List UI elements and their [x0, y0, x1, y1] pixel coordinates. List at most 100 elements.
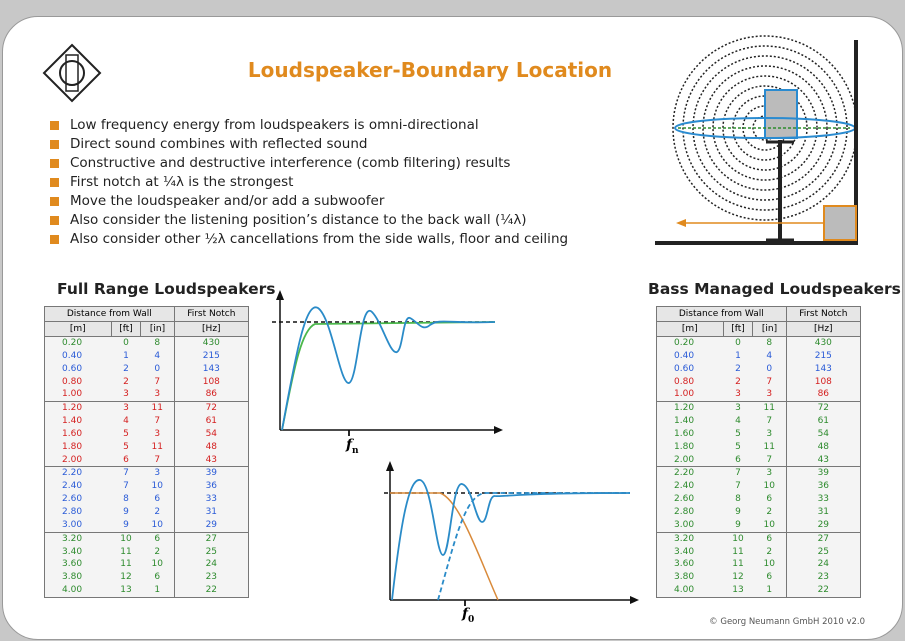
table-cell: 61: [785, 415, 862, 428]
table-cell: 3: [140, 466, 175, 481]
table-cell: 27: [173, 531, 250, 546]
footer: © Georg Neumann GmbH 2010 v2.0: [709, 617, 865, 627]
table-cell: 2.80: [44, 505, 112, 519]
table-cell: 2: [723, 362, 753, 376]
table-cell: 7: [140, 375, 175, 389]
table-cell: 25: [173, 545, 250, 559]
table-cell: 4.00: [656, 584, 724, 598]
table-cell: 23: [173, 571, 250, 585]
table-cell: 11: [111, 545, 141, 559]
table-row: 2.40 7 10 36: [656, 480, 862, 494]
table-cell: 2.40: [656, 480, 724, 494]
table-cell: 3.80: [656, 571, 724, 585]
table-cell: 3.80: [44, 571, 112, 585]
table-cell: 3: [111, 388, 141, 402]
table-cell: 9: [723, 505, 753, 519]
table-cell: 33: [785, 493, 862, 506]
bullet: Low frequency energy from loudspeakers i…: [50, 116, 568, 135]
logo: [42, 43, 102, 103]
table-row: 0.80 2 7 108: [656, 375, 862, 389]
table-cell: 1.80: [44, 440, 112, 454]
bullet: Constructive and destructive interferenc…: [50, 154, 568, 173]
table-cell: 22: [173, 584, 250, 598]
table-cell: 29: [785, 518, 862, 533]
table-cell: 2.60: [44, 493, 112, 506]
table-title: Bass Managed Loudspeakers: [648, 280, 901, 298]
table-cell: 11: [111, 558, 141, 572]
header-cell: [Hz]: [785, 321, 862, 337]
table-cell: 108: [785, 375, 862, 389]
data-table: Distance from Wall First Notch [m] [ft] [in]…: [656, 306, 862, 598]
table-cell: 4.00: [44, 584, 112, 598]
table-cell: 3.40: [44, 545, 112, 559]
symbol: f: [346, 437, 353, 453]
table-cell: 0.60: [656, 362, 724, 376]
table-cell: 143: [785, 362, 862, 376]
table-cell: 0.40: [656, 349, 724, 363]
table-cell: 7: [752, 453, 787, 467]
header-cell: Distance from Wall: [44, 306, 175, 322]
table-cell: 0.40: [44, 349, 112, 363]
table-cell: 13: [723, 584, 753, 598]
table-row: 0.80 2 7 108: [44, 375, 250, 389]
table-cell: 2.20: [44, 466, 112, 481]
table-cell: 43: [785, 453, 862, 467]
table-cell: 1.20: [656, 401, 724, 416]
table-row: 2.20 7 3 39: [656, 466, 862, 481]
table-cell: 33: [173, 493, 250, 506]
table-cell: 11: [140, 440, 175, 454]
table-cell: 1: [723, 349, 753, 363]
bullet: Direct sound combines with reflected sou…: [50, 135, 568, 154]
table-cell: 12: [723, 571, 753, 585]
table-cell: 4: [752, 349, 787, 363]
table-row: 0.20 0 8 430: [656, 335, 862, 350]
table-cell: 2: [140, 545, 175, 559]
table-cell: 2: [752, 505, 787, 519]
table-cell: 9: [111, 518, 141, 533]
header-cell: [ft]: [722, 321, 754, 337]
table-cell: 2.60: [656, 493, 724, 506]
table-cell: 0: [752, 362, 787, 376]
table-cell: 7: [723, 466, 753, 481]
graph-label: fn: [346, 437, 359, 456]
table-row: 3.20 10 6 27: [656, 531, 862, 546]
table-cell: 4: [111, 415, 141, 428]
table-cell: 86: [785, 388, 862, 402]
table-cell: 0.60: [44, 362, 112, 376]
table-cell: 3: [752, 427, 787, 441]
table-cell: 0: [723, 335, 753, 350]
table-cell: 11: [723, 558, 753, 572]
table-row: 1.40 4 7 61: [44, 415, 250, 428]
table-cell: 11: [140, 401, 175, 416]
header-cell: First Notch: [785, 306, 862, 322]
table-cell: 1.00: [44, 388, 112, 402]
table-row: 3.80 12 6 23: [656, 571, 862, 585]
table-cell: 27: [785, 531, 862, 546]
table-cell: 9: [723, 518, 753, 533]
table-row: 4.00 13 1 22: [44, 584, 250, 598]
header-row: [m] [ft] [in] [Hz]: [44, 321, 250, 337]
table-cell: 10: [723, 531, 753, 546]
table-cell: 48: [173, 440, 250, 454]
table-row: 4.00 13 1 22: [656, 584, 862, 598]
table-cell: 11: [752, 401, 787, 416]
table-cell: 5: [723, 427, 753, 441]
table-cell: 2.80: [656, 505, 724, 519]
table-cell: 3: [140, 427, 175, 441]
table-cell: 54: [785, 427, 862, 441]
table-cell: 5: [111, 427, 141, 441]
table-cell: 61: [173, 415, 250, 428]
table-cell: 7: [140, 453, 175, 467]
table-cell: 3.40: [656, 545, 724, 559]
table-cell: 6: [752, 531, 787, 546]
table-cell: 0: [140, 362, 175, 376]
table-cell: 215: [173, 349, 250, 363]
table-cell: 3: [723, 401, 753, 416]
table-cell: 7: [752, 415, 787, 428]
table-cell: 0.80: [656, 375, 724, 389]
table-cell: 1.60: [656, 427, 724, 441]
table-row: 1.20 3 11 72: [656, 401, 862, 416]
table-row: 3.00 9 10 29: [44, 518, 250, 533]
table-cell: 3.00: [656, 518, 724, 533]
